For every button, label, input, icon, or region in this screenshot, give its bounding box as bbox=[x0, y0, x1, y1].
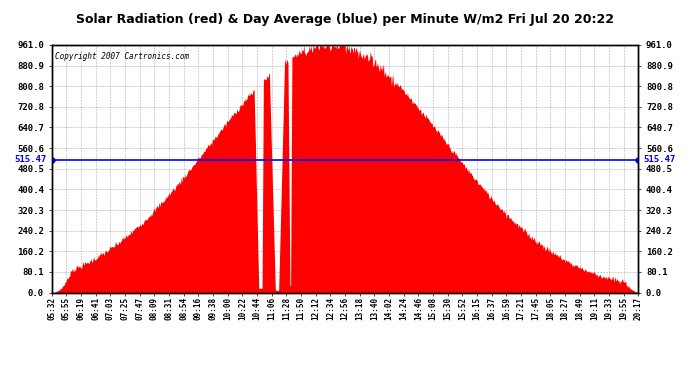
Text: Copyright 2007 Cartronics.com: Copyright 2007 Cartronics.com bbox=[55, 53, 189, 62]
Text: 515.47: 515.47 bbox=[14, 155, 46, 164]
Text: 515.47: 515.47 bbox=[644, 155, 676, 164]
Text: Solar Radiation (red) & Day Average (blue) per Minute W/m2 Fri Jul 20 20:22: Solar Radiation (red) & Day Average (blu… bbox=[76, 13, 614, 26]
